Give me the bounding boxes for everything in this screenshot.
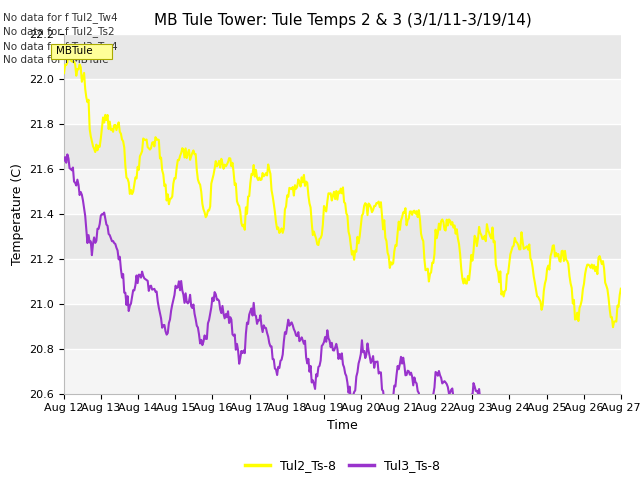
Title: MB Tule Tower: Tule Temps 2 & 3 (3/1/11-3/19/14): MB Tule Tower: Tule Temps 2 & 3 (3/1/11-…: [154, 13, 531, 28]
Text: No data for f MBTule: No data for f MBTule: [3, 55, 109, 65]
X-axis label: Time: Time: [327, 419, 358, 432]
Bar: [64, 259, 621, 304]
Bar: [64, 348, 621, 394]
Text: No data for f Tul2_Ts2: No data for f Tul2_Ts2: [3, 26, 115, 37]
Legend: Tul2_Ts-8, Tul3_Ts-8: Tul2_Ts-8, Tul3_Ts-8: [240, 455, 445, 477]
Text: No data for f Tul2_Tw4: No data for f Tul2_Tw4: [3, 12, 118, 23]
Text: No data for f Tul3_Tw4: No data for f Tul3_Tw4: [3, 41, 118, 52]
Bar: [64, 79, 621, 124]
Bar: [64, 168, 621, 214]
Text: MBTule: MBTule: [56, 46, 92, 56]
Y-axis label: Temperature (C): Temperature (C): [11, 163, 24, 264]
